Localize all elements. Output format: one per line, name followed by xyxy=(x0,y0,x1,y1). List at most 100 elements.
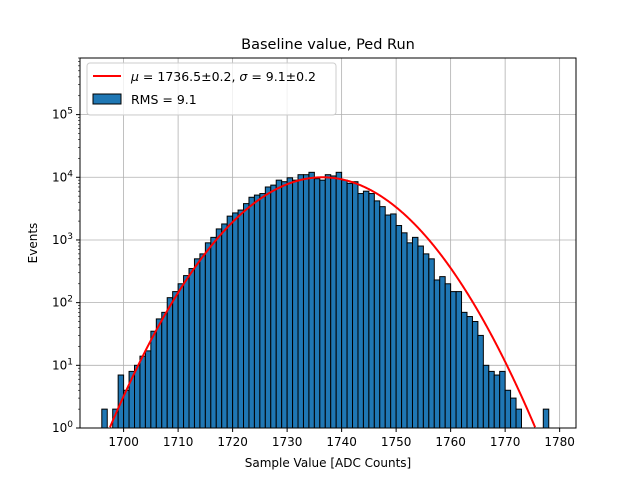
histogram-bar xyxy=(281,181,288,429)
histogram-bar xyxy=(482,364,490,429)
chart-title: Baseline value, Ped Run xyxy=(241,37,415,53)
histogram-bar xyxy=(226,215,234,429)
x-tick-label: 1730 xyxy=(272,435,303,449)
histogram-bar xyxy=(204,242,212,429)
histogram-bar xyxy=(390,213,397,429)
histogram-bar xyxy=(401,232,408,429)
x-tick-label: 1770 xyxy=(490,435,521,449)
histogram-bar xyxy=(259,193,266,429)
x-tick-label: 1760 xyxy=(435,435,466,449)
x-tick-label: 1710 xyxy=(163,435,194,449)
histogram-bar xyxy=(199,253,206,429)
histogram-bar xyxy=(243,203,250,429)
histogram-bar xyxy=(510,397,517,429)
histogram-bar xyxy=(493,374,501,429)
histogram-bar xyxy=(341,179,348,429)
histogram-bar xyxy=(384,214,392,429)
histogram-bar xyxy=(193,258,201,429)
histogram-bar xyxy=(461,311,468,429)
histogram-bar xyxy=(433,279,441,429)
histogram-bar xyxy=(362,190,370,429)
x-tick-label: 1740 xyxy=(326,435,357,449)
histogram-bar xyxy=(455,291,463,429)
histogram-bar xyxy=(352,181,359,429)
histogram-bar xyxy=(368,193,375,429)
legend-sigma-symbol: σ xyxy=(239,69,248,84)
histogram-bar xyxy=(542,408,550,429)
histogram-bar xyxy=(275,179,283,429)
histogram-bar xyxy=(210,236,217,429)
histogram-bar xyxy=(155,318,163,429)
histogram-bar xyxy=(302,174,310,429)
histogram-bar xyxy=(134,364,141,429)
histogram-bar xyxy=(346,182,354,429)
histogram-bar xyxy=(221,223,228,429)
histogram-bar xyxy=(183,275,190,429)
histogram-bar xyxy=(466,316,473,429)
x-tick-label: 1720 xyxy=(217,435,248,449)
histogram-bar xyxy=(324,174,332,429)
histogram-bar xyxy=(477,334,484,429)
x-axis-ticks: 1700 1710 1720 1730 1740 1750 1760 1770 1780 xyxy=(108,428,575,449)
histogram-bar xyxy=(357,193,364,429)
histogram-bar xyxy=(313,178,321,429)
x-tick-label: 1750 xyxy=(381,435,412,449)
histogram-bar xyxy=(232,212,239,429)
histogram-bar xyxy=(330,175,337,429)
histogram-bar xyxy=(422,253,430,429)
histogram-bar xyxy=(237,209,245,429)
y-tick-label: 101 xyxy=(52,357,73,372)
legend-mu-symbol: μ xyxy=(130,69,139,84)
histogram-bar xyxy=(450,291,457,429)
legend: μ = 1736.5±0.2, σ = 9.1±0.2 RMS = 9.1 xyxy=(86,62,337,116)
legend-hist-label: RMS = 9.1 xyxy=(131,92,197,107)
histogram-bar xyxy=(101,408,108,429)
histogram-bar xyxy=(150,330,157,429)
histogram-bar xyxy=(253,194,261,429)
histogram-bar xyxy=(292,179,299,429)
histogram-bar xyxy=(177,283,185,429)
histogram-bar xyxy=(188,268,195,429)
y-tick-label: 105 xyxy=(52,107,73,122)
histogram-bar xyxy=(139,355,146,429)
histogram-bar xyxy=(499,370,506,429)
histogram-bar xyxy=(286,177,294,429)
histogram-bar xyxy=(144,350,152,429)
histogram-bar xyxy=(215,228,223,429)
legend-hist-swatch xyxy=(92,93,122,105)
histogram-bar xyxy=(373,200,381,429)
histogram-bar xyxy=(297,174,304,429)
y-tick-label: 104 xyxy=(52,169,73,184)
x-tick-label: 1780 xyxy=(544,435,575,449)
y-tick-label: 100 xyxy=(52,420,73,435)
x-axis-label: Sample Value [ADC Counts] xyxy=(245,456,411,470)
histogram-bar xyxy=(395,225,403,429)
y-axis-label: Events xyxy=(26,223,40,264)
histogram-bar xyxy=(172,291,179,429)
y-tick-label: 103 xyxy=(52,232,73,247)
histogram-bar xyxy=(428,258,435,429)
legend-box xyxy=(86,62,337,116)
y-axis-ticks: 100 101 102 103 104 105 xyxy=(52,57,80,435)
histogram-bar xyxy=(319,179,326,429)
gaussian-fit-curve xyxy=(109,176,537,428)
histogram-bar xyxy=(488,370,495,429)
histogram-bar xyxy=(417,245,424,429)
histogram-bar xyxy=(248,196,255,429)
histogram-bar xyxy=(444,283,452,429)
histogram-bar xyxy=(308,171,315,429)
x-tick-label: 1700 xyxy=(108,435,139,449)
legend-mu-value: = 1736.5±0.2, xyxy=(139,69,239,84)
histogram-bar xyxy=(515,408,522,429)
histogram-bar xyxy=(264,186,272,429)
legend-sigma-value: = 9.1±0.2 xyxy=(247,69,316,84)
histogram-bar xyxy=(504,389,512,429)
histogram-bar xyxy=(411,236,419,429)
histogram-bar xyxy=(161,311,168,429)
histogram-bar xyxy=(335,171,343,429)
legend-fit-label: μ = 1736.5±0.2, σ = 9.1±0.2 xyxy=(130,69,316,84)
histogram-bar xyxy=(166,297,174,429)
histogram-bar xyxy=(439,276,446,429)
histogram-bar xyxy=(406,242,413,429)
